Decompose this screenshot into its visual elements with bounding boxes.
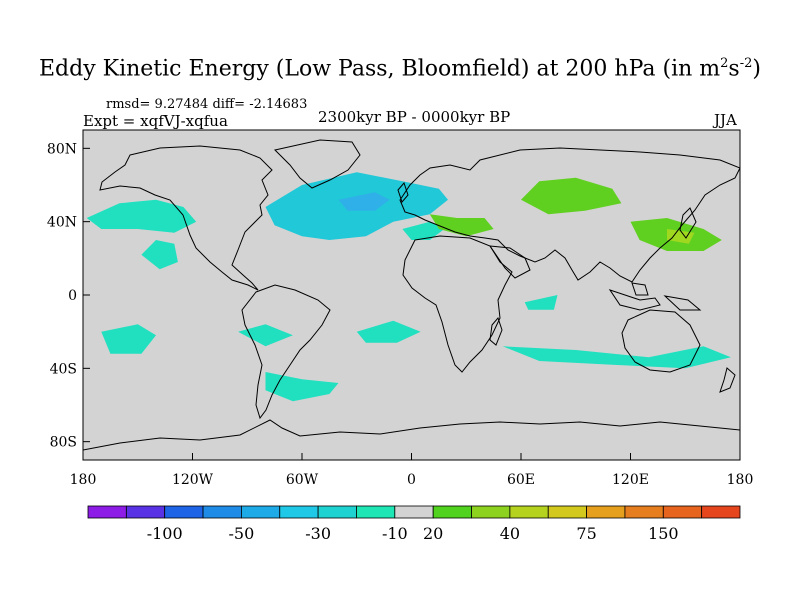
colorbar-label: 20: [423, 524, 443, 543]
colorbar-swatch: [624, 505, 664, 519]
anomaly-east-pacific-negative: [141, 240, 178, 270]
coastline-new-guinea: [663, 295, 702, 311]
season-label: JJA: [714, 111, 737, 129]
anomaly-asia-positive: [521, 177, 622, 215]
coastline-japan: [679, 207, 697, 239]
anomaly-south-atlantic-negative: [238, 324, 293, 347]
longitude-axis: 180 120W 60W 0 60E 120E 180: [70, 453, 754, 488]
colorbar: [87, 505, 741, 519]
lat-tick-label: 40N: [47, 215, 77, 231]
colorbar-swatch: [279, 505, 319, 519]
colorbar-swatch: [509, 505, 549, 519]
colorbar-label: 40: [500, 524, 520, 543]
colorbar-swatch: [432, 505, 472, 519]
colorbar-swatch: [662, 505, 703, 519]
lat-tick-label: 40S: [50, 361, 77, 377]
anomaly-southern-ocean-indian-negative: [502, 346, 731, 369]
colorbar-swatch: [125, 505, 166, 519]
stats-label: rmsd= 9.27484 diff= -2.14683: [106, 97, 308, 112]
period-label: 2300kyr BP - 0000kyr BP: [318, 108, 511, 126]
coastline-north-america: [99, 145, 273, 291]
lon-tick-label: 180: [727, 472, 754, 488]
colorbar-label: -10: [382, 524, 408, 543]
lon-tick-label: 60E: [507, 472, 535, 488]
anomaly-fields: [86, 172, 731, 402]
colorbar-swatch: [87, 505, 127, 519]
anomaly-southern-ocean-atlantic-negative: [265, 372, 339, 402]
anomaly-mediterranean-negative: [402, 221, 445, 240]
experiment-label: Expt = xqfVJ-xqfua: [83, 112, 228, 130]
coastline-madagascar: [489, 317, 503, 346]
latitude-axis: 80N 40N 0 40S 80S: [47, 141, 90, 451]
colorbar-swatch: [586, 505, 626, 519]
lon-tick-label: 0: [407, 472, 416, 488]
coastline-australia: [621, 309, 701, 373]
coastline-indonesia: [608, 289, 661, 311]
anomaly-north-pacific-negative: [86, 199, 197, 233]
coastline-arabia: [488, 245, 531, 279]
colorbar-label: -50: [229, 524, 255, 543]
colorbar-label: 150: [648, 524, 679, 543]
anomaly-indian-ocean-negative: [524, 295, 558, 310]
coastline-borneo: [631, 282, 649, 296]
anomaly-south-pacific-negative: [101, 324, 156, 354]
coastline-eurasia: [399, 147, 740, 283]
coastline-uk: [397, 182, 409, 203]
chart-title: Eddy Kinetic Energy (Low Pass, Bloomfiel…: [39, 56, 761, 82]
lat-tick-label: 0: [68, 288, 77, 304]
anomaly-north-atlantic-core: [338, 192, 390, 211]
colorbar-swatch: [317, 505, 357, 519]
colorbar-swatch: [164, 505, 204, 519]
colorbar-label: -30: [305, 524, 331, 543]
anomaly-tropical-atlantic-negative: [356, 320, 421, 343]
anomaly-east-asia-core: [667, 229, 695, 244]
colorbar-swatch: [701, 505, 741, 519]
lon-tick-label: 120E: [612, 472, 649, 488]
coastlines: [83, 139, 740, 451]
lon-tick-label: 120W: [172, 472, 214, 488]
anomaly-eastern-europe-positive: [429, 214, 494, 237]
colorbar-swatch: [241, 505, 281, 519]
coastline-south-america: [241, 284, 331, 420]
colorbar-label: -100: [147, 524, 183, 543]
lat-tick-label: 80S: [50, 435, 77, 451]
colorbar-swatch: [356, 505, 396, 519]
coastline-greenland: [274, 139, 361, 189]
colorbar-labels: -100 -50 -30 -10 20 40 75 150: [147, 524, 679, 543]
coastline-new-zealand: [719, 367, 736, 393]
lat-tick-label: 80N: [47, 141, 77, 157]
colorbar-label: 75: [576, 524, 596, 543]
lon-tick-label: 180: [70, 472, 97, 488]
lon-tick-label: 60W: [286, 472, 319, 488]
coastline-antarctica: [83, 419, 740, 451]
colorbar-swatch: [471, 505, 511, 519]
colorbar-swatch: [547, 505, 587, 519]
colorbar-swatch: [394, 505, 434, 519]
colorbar-swatch: [202, 505, 242, 519]
